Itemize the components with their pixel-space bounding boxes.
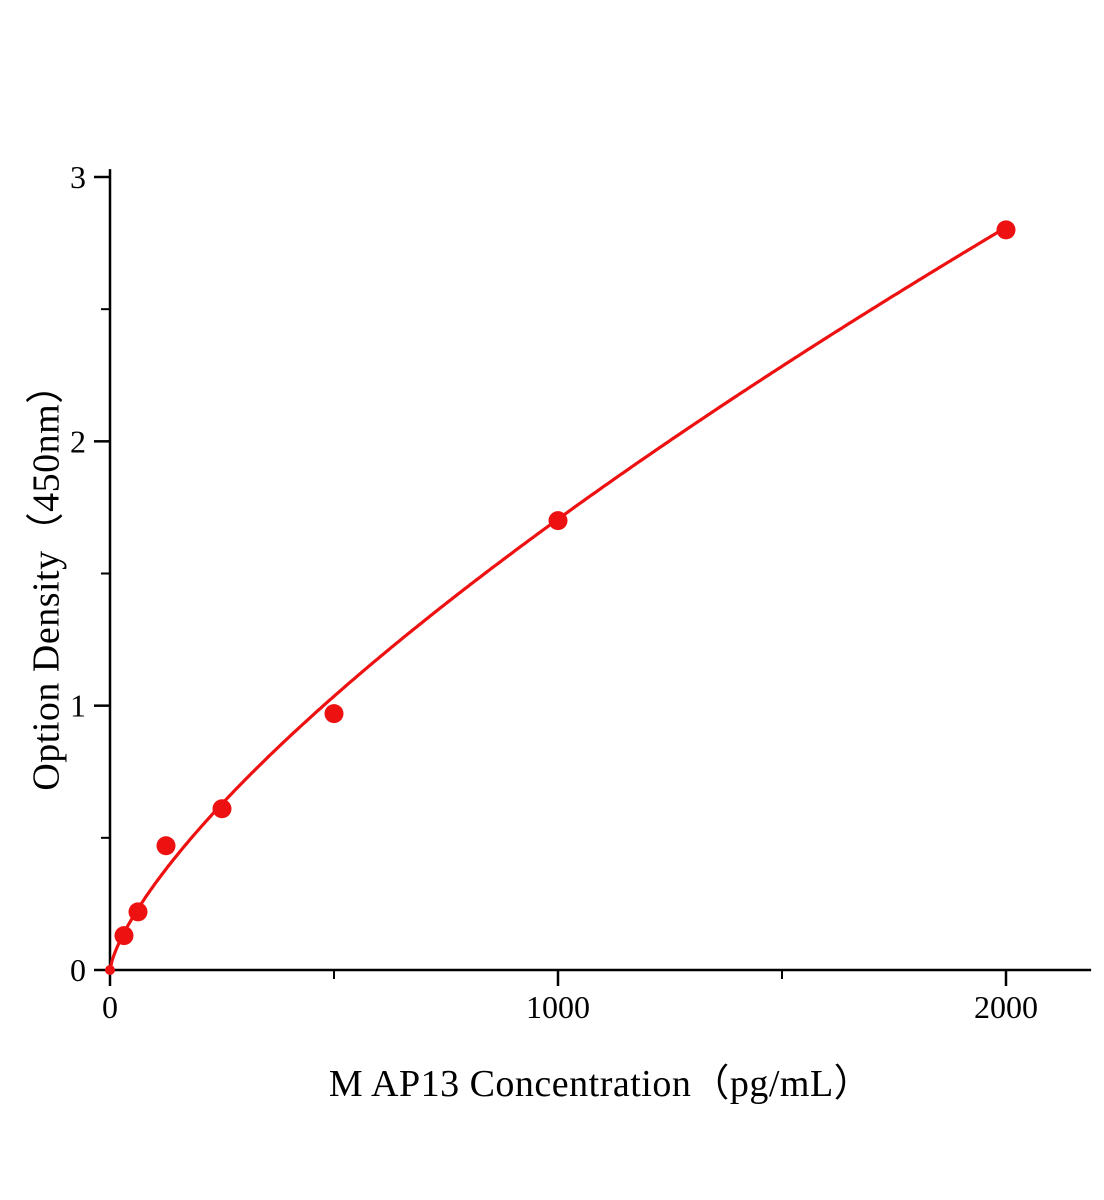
y-tick-label: 2: [70, 423, 86, 459]
data-point: [128, 902, 148, 922]
data-point: [212, 799, 232, 819]
data-point: [114, 926, 134, 946]
x-tick-label: 1000: [526, 989, 590, 1025]
standard-curve-line: [108, 225, 1008, 972]
data-point: [105, 965, 115, 975]
y-tick-label: 1: [70, 688, 86, 724]
y-axis-title: Option Density（450nm）: [25, 365, 68, 791]
x-tick-label: 2000: [974, 989, 1038, 1025]
data-point: [324, 704, 344, 724]
data-point: [156, 836, 176, 856]
x-tick-label: 0: [102, 989, 118, 1025]
y-tick-label: 0: [70, 952, 86, 988]
y-tick-label: 3: [70, 159, 86, 195]
x-axis-title: M AP13 Concentration（pg/mL）: [328, 1063, 873, 1105]
data-point: [996, 220, 1016, 240]
data-point: [548, 511, 568, 531]
